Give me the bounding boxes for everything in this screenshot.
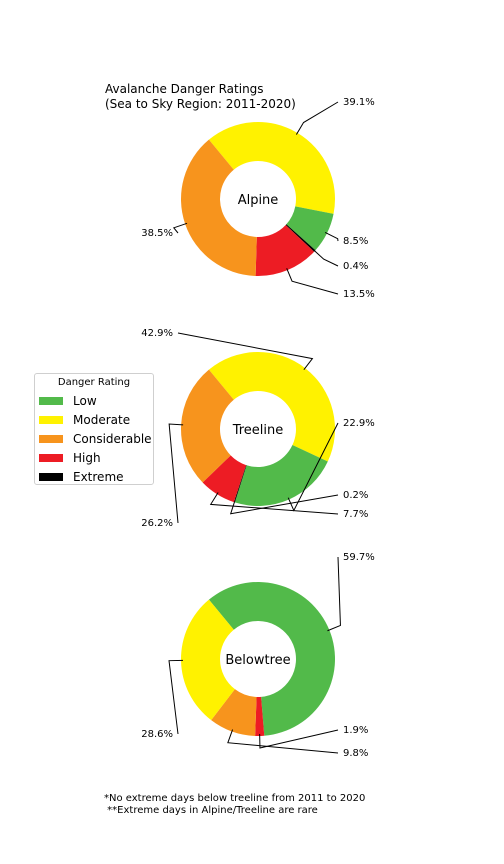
donut-center-label: Treeline (232, 423, 284, 438)
footnote-1: *No extreme days below treeline from 201… (104, 793, 366, 804)
leader-line (177, 332, 314, 370)
legend-item-low: Low (35, 391, 153, 410)
leader-line (327, 556, 341, 632)
slice-extreme (233, 465, 247, 503)
legend-item-moderate: Moderate (35, 410, 153, 429)
leader-line (286, 268, 339, 295)
slice-low (208, 582, 335, 736)
leader-line (172, 222, 188, 234)
legend-label: Moderate (73, 412, 131, 427)
data-label: 1.9% (343, 725, 368, 736)
slice-moderate (208, 121, 336, 214)
footnote-2: **Extreme days in Alpine/Treeline are ra… (104, 805, 318, 816)
slice-high (255, 225, 315, 276)
leader-line (168, 423, 184, 524)
data-label: 13.5% (343, 289, 375, 300)
chart-title: Avalanche Danger Ratings (Sea to Sky Regi… (105, 82, 296, 111)
donut-belowtree: 59.7% 1.9% 9.8% 28.6% Belowtree (141, 552, 375, 759)
leader-line (295, 101, 339, 135)
legend-swatch (39, 415, 63, 424)
slice-low (234, 445, 328, 506)
legend-label: Extreme (73, 469, 124, 484)
legend-swatch (39, 453, 63, 462)
legend-label: High (73, 450, 101, 465)
leader-line (259, 729, 339, 749)
slice-extreme (285, 224, 316, 252)
data-label: 42.9% (141, 328, 173, 339)
slice-high (255, 696, 265, 736)
leader-line (312, 249, 339, 267)
leader-line (229, 494, 339, 515)
legend-swatch (39, 472, 63, 481)
data-label: 0.4% (343, 261, 368, 272)
slice-low (286, 206, 334, 251)
data-label: 9.8% (343, 748, 368, 759)
slice-high (202, 455, 247, 503)
donut-treeline: 42.9% 22.9% 0.2% 7.7% 26.2% Treeline (141, 328, 375, 529)
legend-item-extreme: Extreme (35, 467, 153, 486)
legend-item-high: High (35, 448, 153, 467)
leader-line (168, 659, 184, 735)
legend-title: Danger Rating (57, 377, 131, 388)
slice-moderate (180, 599, 235, 721)
data-label: 26.2% (141, 518, 173, 529)
data-label: 59.7% (343, 552, 375, 563)
leader-line (227, 729, 339, 754)
data-label: 22.9% (343, 418, 375, 429)
data-label: 38.5% (141, 228, 173, 239)
leader-line (324, 231, 339, 242)
legend-label: Low (73, 393, 97, 408)
legend-swatch (39, 434, 63, 443)
data-label: 0.2% (343, 490, 368, 501)
legend-item-considerable: Considerable (35, 429, 153, 448)
data-label: 28.6% (141, 729, 173, 740)
leader-line (209, 492, 339, 515)
slice-considerable (180, 369, 234, 483)
donut-alpine: 39.1% 8.5% 0.4% 13.5% 38.5% Alpine (141, 97, 375, 300)
legend-swatch (39, 396, 63, 405)
data-label: 8.5% (343, 236, 368, 247)
slice-considerable (211, 689, 257, 736)
legend-label: Considerable (73, 431, 152, 446)
donut-center-label: Belowtree (225, 653, 290, 668)
slice-moderate (208, 352, 335, 462)
legend: Danger Rating Low Moderate Considerable Hig… (34, 373, 154, 485)
donut-center-label: Alpine (238, 193, 279, 208)
slice-considerable (181, 139, 257, 276)
data-label: 7.7% (343, 509, 368, 520)
data-label: 39.1% (343, 97, 375, 108)
